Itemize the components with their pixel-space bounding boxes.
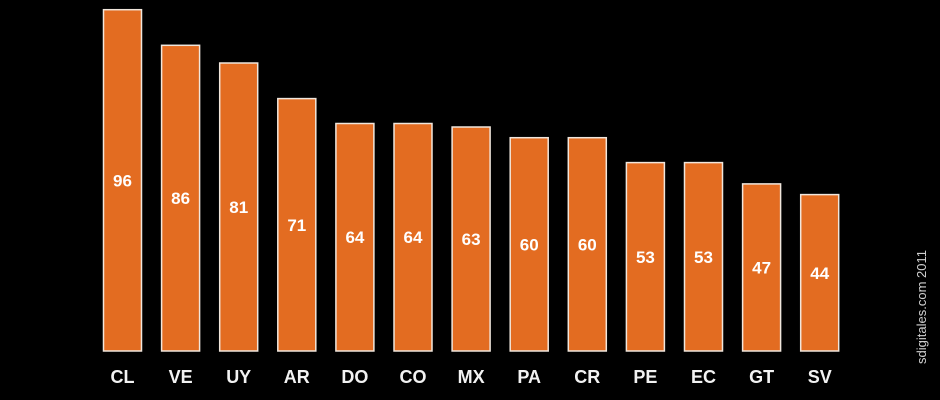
value-label-cl: 96 xyxy=(113,171,132,190)
x-tick-label-pe: PE xyxy=(633,367,657,387)
bar-sv xyxy=(799,193,840,352)
bar-cr xyxy=(567,136,608,352)
x-tick-label-mx: MX xyxy=(458,367,485,387)
bar-ve xyxy=(160,44,201,352)
bar-pa xyxy=(509,136,549,352)
value-label-ec: 53 xyxy=(694,248,713,267)
bar-uy xyxy=(218,62,259,352)
value-label-uy: 81 xyxy=(229,198,248,217)
x-tick-label-cr: CR xyxy=(574,367,600,387)
watermark-text: sdigitales.com 2011 xyxy=(915,250,929,364)
x-tick-labels-group: CL VE UY AR DO CO MX PA CR PE EC GT SV xyxy=(111,367,832,387)
bar-co xyxy=(393,122,433,352)
bars-group xyxy=(102,8,840,352)
value-label-mx: 63 xyxy=(462,230,481,249)
value-label-do: 64 xyxy=(345,228,364,247)
value-label-cr: 60 xyxy=(578,235,597,254)
x-tick-label-ve: VE xyxy=(169,367,193,387)
bar-mx xyxy=(451,126,491,352)
x-tick-label-co: CO xyxy=(400,367,427,387)
value-label-co: 64 xyxy=(404,228,423,247)
x-tick-label-gt: GT xyxy=(749,367,774,387)
bar-ar xyxy=(277,97,317,352)
bar-pe xyxy=(625,161,666,352)
bar-do xyxy=(335,122,375,352)
value-labels-group: 96 86 81 71 64 64 63 60 60 53 53 47 44 xyxy=(113,171,830,282)
x-tick-label-ar: AR xyxy=(284,367,310,387)
value-label-ve: 86 xyxy=(171,189,190,208)
value-label-pa: 60 xyxy=(520,235,539,254)
x-tick-label-ec: EC xyxy=(691,367,716,387)
value-label-sv: 44 xyxy=(810,264,829,283)
value-label-ar: 71 xyxy=(287,216,306,235)
value-label-pe: 53 xyxy=(636,248,655,267)
x-tick-label-sv: SV xyxy=(808,367,832,387)
bar-ec xyxy=(683,161,724,352)
bar-cl xyxy=(102,8,143,352)
x-tick-label-do: DO xyxy=(341,367,368,387)
x-tick-label-cl: CL xyxy=(111,367,135,387)
x-tick-label-uy: UY xyxy=(226,367,251,387)
bar-gt xyxy=(741,183,782,352)
value-label-gt: 47 xyxy=(752,259,771,278)
x-tick-label-pa: PA xyxy=(517,367,541,387)
